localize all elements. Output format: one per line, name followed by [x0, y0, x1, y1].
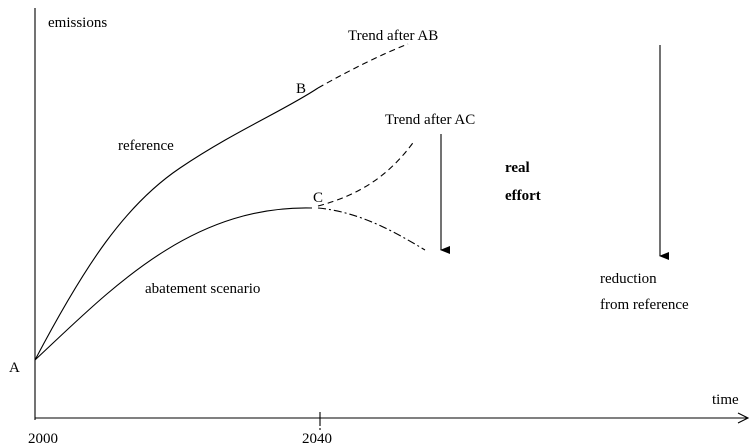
x-axis-arrow — [737, 412, 750, 424]
x-mark-label: 2040 — [302, 431, 332, 446]
x-axis-label: time — [712, 392, 739, 408]
trend-ac-curve — [317, 139, 416, 207]
y-axis-label: emissions — [48, 15, 107, 31]
reference-curve — [34, 87, 319, 361]
note: effort — [505, 188, 541, 204]
point-label: C — [313, 190, 323, 206]
abatement-continuation — [317, 207, 426, 251]
curve-label: reference — [118, 138, 174, 154]
note: reduction — [600, 271, 657, 287]
point-label: A — [9, 360, 20, 376]
curve-label: Trend after AC — [385, 112, 475, 128]
note: from reference — [600, 297, 689, 313]
point-label: B — [296, 81, 306, 97]
note: real — [505, 160, 530, 176]
curve-label: Trend after AB — [348, 28, 438, 44]
x-start-label: 2000 — [28, 431, 58, 446]
abatement-curve — [34, 207, 313, 361]
curve-label: abatement scenario — [145, 281, 260, 297]
trend-ab-curve — [317, 43, 409, 89]
